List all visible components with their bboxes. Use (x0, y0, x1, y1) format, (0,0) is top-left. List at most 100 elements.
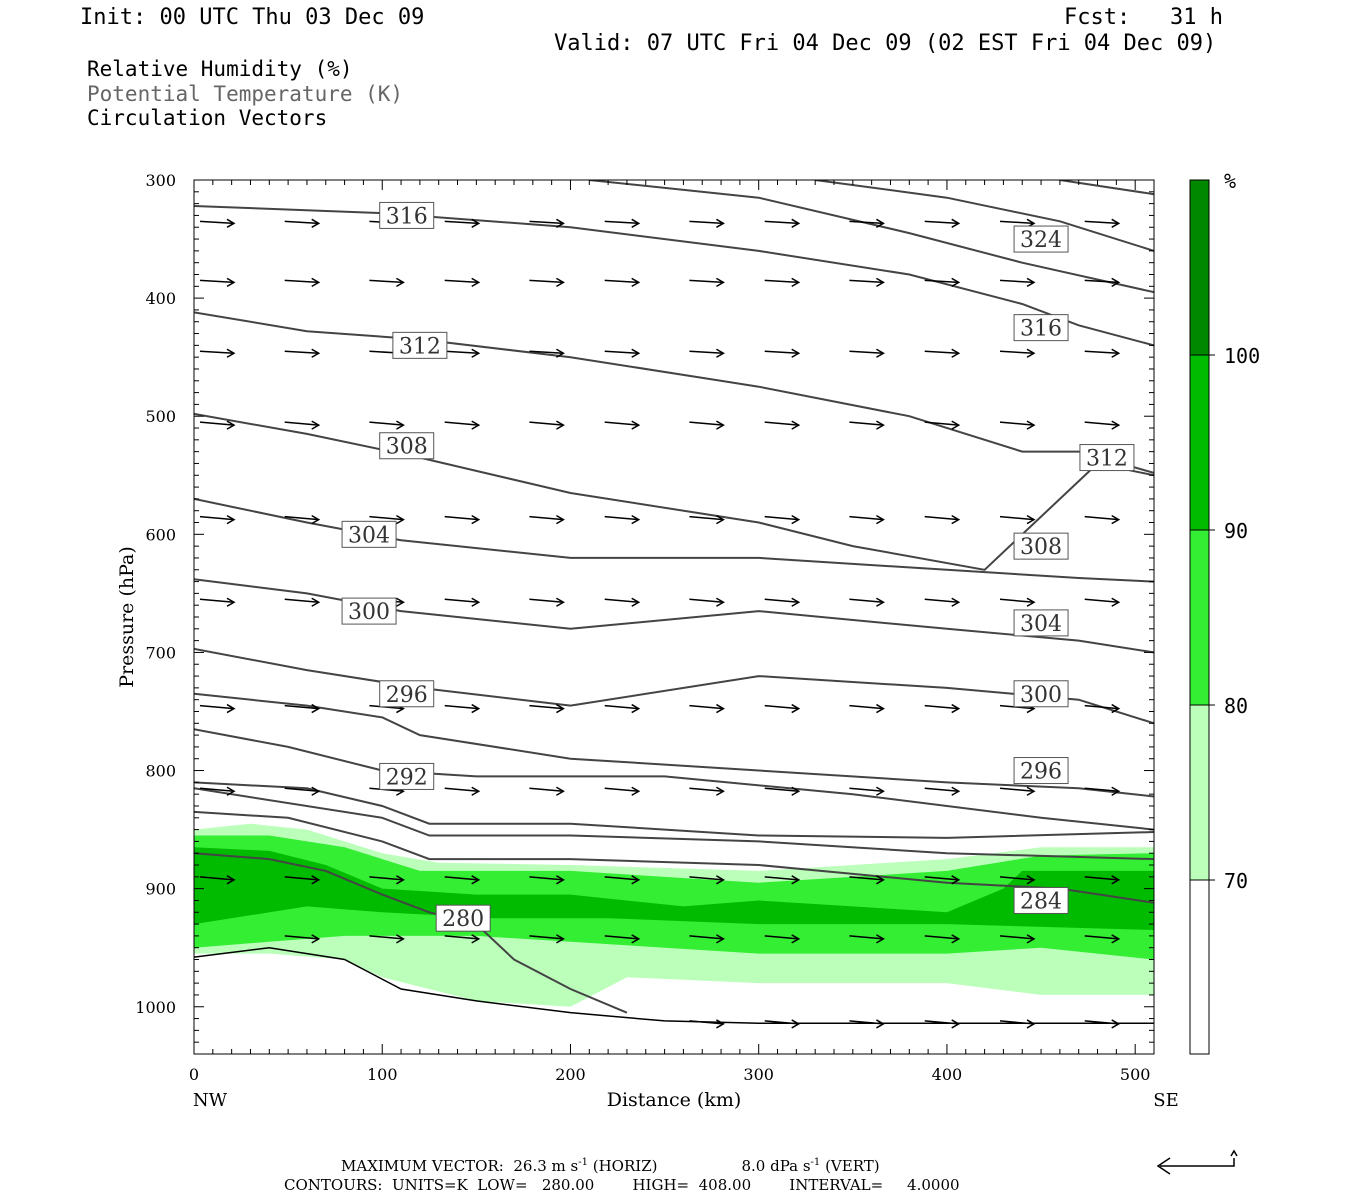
vector-arrowhead (876, 514, 885, 525)
vector-arrow (999, 220, 1035, 225)
vector-arrow (199, 279, 235, 284)
colorbar-level-label: 90 (1224, 519, 1248, 543)
vector-arrow (849, 220, 884, 225)
vector-arrowhead (791, 934, 801, 944)
vector-arrow (924, 515, 959, 521)
vector-arrow (529, 598, 564, 604)
y-tick-label: 900 (145, 880, 176, 899)
x-tick-label: 500 (1120, 1065, 1151, 1084)
vector-arrowhead (556, 934, 565, 944)
vector-arrowhead (791, 514, 801, 525)
vector-arrowhead (791, 703, 801, 714)
y-tick-label: 600 (145, 525, 176, 544)
contour-label-box (1013, 886, 1069, 914)
vector-arrowhead (876, 420, 885, 430)
isentrope-292 (194, 728, 1154, 831)
vector-arrow (604, 598, 639, 604)
vector-arrow (689, 350, 724, 355)
contour-label-box (435, 904, 491, 932)
vector-arrow (1084, 279, 1119, 284)
vector-arrow (1084, 787, 1119, 793)
vector-arrowhead (951, 875, 961, 885)
vector-arrow (604, 935, 639, 940)
vector-arrow (369, 876, 404, 881)
vector-arrow (999, 350, 1035, 355)
vector-arrow (689, 1020, 724, 1025)
vector-arrow (199, 220, 235, 225)
vector-arrow (924, 704, 959, 710)
vector-arrow (199, 704, 235, 710)
vector-arrow (604, 350, 639, 355)
vector-arrowhead (311, 934, 321, 944)
vector-arrowhead (1026, 786, 1036, 796)
vector-arrow (444, 350, 479, 355)
vector-arrowhead (226, 348, 236, 358)
vector-arrow (1084, 220, 1119, 225)
contour-label: 292 (386, 765, 428, 790)
x-tick-label: 0 (189, 1065, 199, 1084)
vector-arrow (284, 350, 319, 355)
vector-arrow (444, 515, 479, 521)
vector-arrow (1084, 515, 1119, 521)
vector-arrowhead (471, 514, 481, 525)
contour-label: 304 (1020, 612, 1062, 637)
colorbar-band-1 (1190, 355, 1209, 530)
isentrope-312 (194, 412, 1154, 571)
vector-arrowhead (556, 218, 565, 228)
reference-vector-head-vert (1230, 1149, 1238, 1157)
vector-arrowhead (226, 420, 236, 430)
vector-arrowhead (951, 786, 961, 796)
contour-label: 284 (1020, 889, 1062, 914)
vector-arrow (1084, 704, 1119, 710)
vector-arrow (849, 1020, 884, 1025)
legend-vectors: Circulation Vectors (87, 106, 328, 130)
legend-rh: Relative Humidity (%) (87, 57, 353, 81)
vector-arrow (284, 787, 319, 793)
contour-label-box (379, 432, 435, 460)
legend-theta: Potential Temperature (K) (87, 82, 404, 106)
vector-arrow (924, 876, 959, 881)
contour-label: 312 (399, 334, 441, 359)
vector-arrowhead (556, 703, 565, 714)
vector-arrow (764, 935, 799, 940)
vector-arrowhead (471, 875, 481, 885)
vector-arrow (604, 279, 639, 284)
vector-arrowhead (716, 597, 725, 607)
vector-arrowhead (311, 875, 321, 885)
vector-arrow (999, 1020, 1035, 1025)
x-axis-title: Distance (km) (607, 1089, 742, 1111)
y-tick-label: 500 (145, 407, 176, 426)
contour-info: CONTOURS: UNITS=K LOW= 280.00 HIGH= 408.… (284, 1176, 960, 1194)
colorbar-band-0 (1190, 180, 1209, 355)
vector-arrow (849, 279, 884, 284)
vector-arrow (849, 598, 884, 604)
vector-arrowhead (876, 348, 885, 358)
vector-arrowhead (556, 348, 565, 358)
contour-label: 296 (1020, 760, 1062, 785)
vector-arrow (284, 220, 319, 225)
vector-arrowhead (311, 420, 321, 430)
contour-label-box (1013, 680, 1069, 708)
isentrope-324 (589, 180, 1154, 294)
contour-label-box (379, 762, 435, 790)
vector-arrowhead (1111, 597, 1121, 607)
vector-arrowhead (556, 786, 565, 796)
vector-arrow (369, 421, 404, 426)
vector-arrowhead (876, 218, 885, 228)
contour-label-box (1013, 314, 1069, 342)
isentrope-316 (194, 311, 1154, 474)
contour-label-box (1013, 757, 1069, 785)
vector-arrow (604, 515, 639, 521)
vector-arrowhead (631, 703, 641, 714)
vector-arrowhead (791, 597, 801, 607)
vector-arrow (764, 279, 799, 284)
vector-arrowhead (876, 934, 885, 944)
vector-arrow (529, 704, 564, 710)
vector-arrow (199, 598, 235, 604)
vector-arrow (444, 935, 479, 940)
forecast-hour: Fcst: 31 h (1064, 5, 1223, 30)
vector-arrowhead (791, 277, 801, 288)
vector-arrow (284, 515, 319, 521)
vector-arrow (764, 704, 799, 710)
vector-arrow (529, 350, 564, 355)
